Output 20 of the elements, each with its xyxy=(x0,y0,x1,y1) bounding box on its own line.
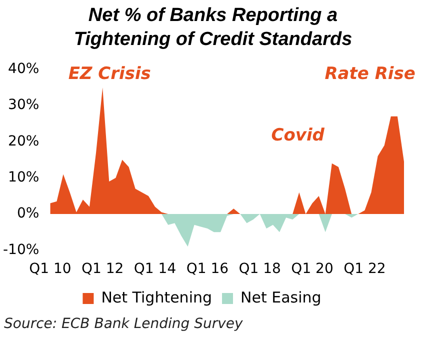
y-tick-label: -10% xyxy=(2,242,40,258)
chart-title: Net % of Banks Reporting a Tightening of Credit Standards xyxy=(72,4,354,52)
annotation: EZ Crisis xyxy=(68,64,151,84)
x-tick-label: Q1 18 xyxy=(238,261,281,278)
x-tick-label: Q1 16 xyxy=(186,261,229,278)
y-tick-label: 10% xyxy=(8,170,40,186)
x-tick-label: Q1 12 xyxy=(81,261,124,278)
legend-label: Net Tightening xyxy=(101,288,212,306)
x-tick-label: Q1 14 xyxy=(134,261,176,278)
annotation: Rate Rise xyxy=(324,64,416,84)
source-note: Source: ECB Bank Lending Survey xyxy=(3,316,244,332)
y-tick-label: 20% xyxy=(8,133,40,150)
y-tick-label: 30% xyxy=(8,97,40,114)
y-tick-label: 40% xyxy=(8,61,40,78)
x-tick-label: Q1 10 xyxy=(29,261,72,278)
y-tick-label: 0% xyxy=(16,206,40,222)
x-tick-label: Q1 20 xyxy=(291,261,334,278)
x-tick-label: Q1 22 xyxy=(344,261,386,278)
legend-label: Net Easing xyxy=(240,288,322,306)
annotation: Covid xyxy=(271,126,326,146)
